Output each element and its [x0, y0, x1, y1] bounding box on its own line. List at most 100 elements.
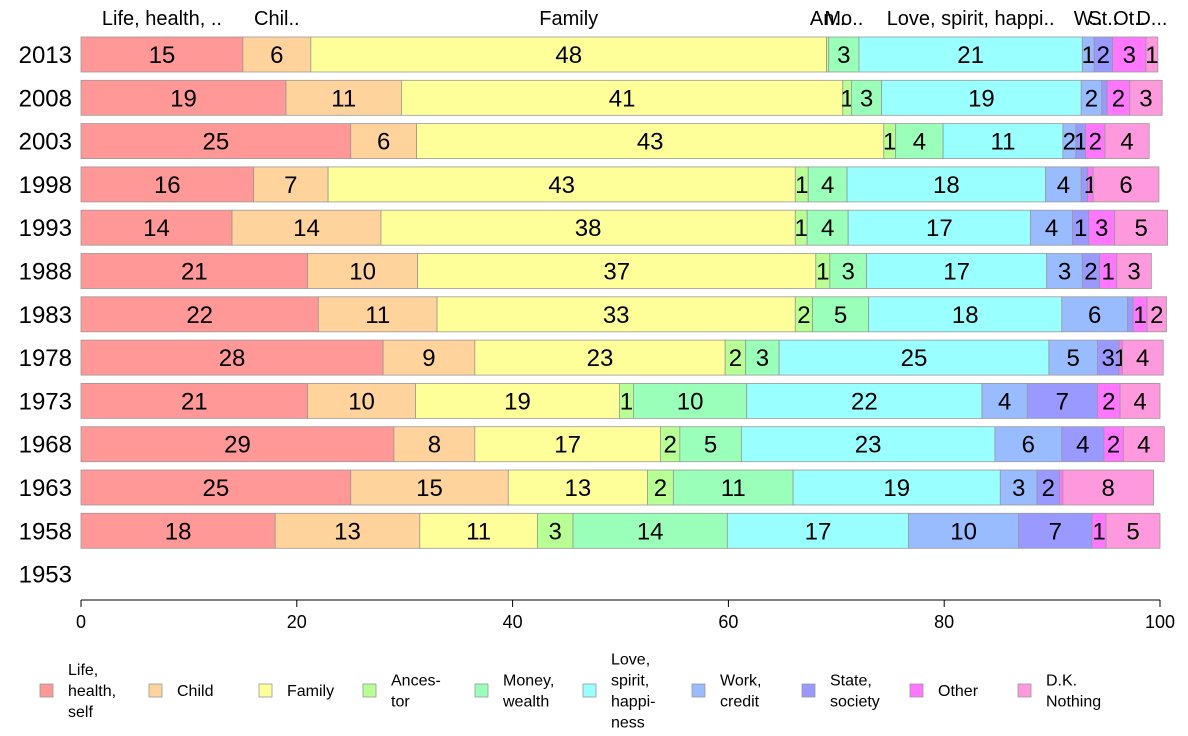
category-top-label: Love, spirit, happi.. — [887, 8, 1055, 30]
legend-label: wealth — [502, 694, 549, 711]
bar-segment — [350, 123, 417, 159]
x-tick-label: 20 — [287, 612, 307, 632]
category-top-label: An.. — [810, 8, 846, 30]
data-label: 7 — [1056, 388, 1069, 415]
bar-segment — [307, 253, 419, 289]
data-label: 28 — [219, 345, 246, 372]
bar-segment — [1101, 79, 1108, 116]
data-label: 5 — [1126, 518, 1139, 545]
data-label: 19 — [170, 85, 197, 112]
bar-segment — [1114, 209, 1168, 246]
data-label: 3 — [1139, 85, 1152, 112]
data-label: 3 — [756, 345, 769, 372]
data-label: 17 — [943, 259, 970, 286]
data-label: 13 — [334, 518, 361, 545]
bar-segment — [1145, 36, 1159, 73]
bar-segment — [415, 382, 620, 419]
legend-swatch — [691, 683, 706, 698]
data-label: 2 — [1063, 129, 1076, 156]
data-label: 10 — [348, 388, 375, 415]
data-label: 3 — [1127, 259, 1140, 286]
category-top-label: Family — [539, 8, 598, 30]
bar-segment — [740, 426, 996, 463]
bar-segment — [1026, 382, 1098, 419]
bar-segment — [745, 339, 780, 376]
x-tick-label: 40 — [503, 612, 523, 632]
data-label: 41 — [609, 85, 636, 112]
data-label: 15 — [416, 475, 443, 502]
year-label: 2008 — [19, 85, 72, 112]
category-top-label: Chil.. — [254, 8, 300, 30]
data-label: 1 — [840, 85, 853, 112]
data-label: 3 — [549, 518, 562, 545]
data-label: 2 — [1107, 432, 1120, 459]
legend-label: Family — [287, 683, 334, 700]
bar-segment — [1062, 469, 1154, 506]
bar-segment — [80, 339, 384, 376]
x-tick-label: 0 — [76, 612, 86, 632]
bar-segment — [1048, 339, 1098, 376]
data-label: 18 — [165, 518, 192, 545]
bar-segment — [80, 382, 308, 419]
bar-segment — [1030, 209, 1074, 246]
bar-segment — [807, 166, 848, 203]
data-label: 3 — [1102, 345, 1115, 372]
bar-segment — [242, 36, 312, 73]
bar-segment — [80, 79, 287, 116]
data-label: 11 — [721, 475, 746, 502]
bar-segment — [317, 296, 438, 333]
bar-segment — [310, 36, 827, 73]
bar-segment — [507, 469, 648, 506]
year-label: 1953 — [19, 562, 72, 589]
bar-segment — [1046, 253, 1083, 289]
data-label: 2 — [1084, 259, 1097, 286]
bar-segment — [417, 253, 817, 289]
data-label: 22 — [851, 388, 878, 415]
data-label: 10 — [349, 259, 376, 286]
bar-segment — [812, 296, 870, 333]
data-label: 1 — [883, 129, 896, 156]
bar-segment — [999, 469, 1038, 506]
data-label: 4 — [1057, 172, 1070, 199]
bar-segment — [994, 426, 1063, 463]
bar-segment — [80, 209, 233, 246]
data-label: 23 — [587, 345, 614, 372]
data-label: 5 — [1066, 345, 1079, 372]
bar-segment — [1116, 253, 1152, 289]
bar-segment — [80, 512, 276, 549]
legend-swatch — [801, 683, 816, 698]
bar-segment — [1088, 209, 1116, 246]
legend-label: Ances- — [391, 673, 441, 690]
data-label: 21 — [181, 388, 208, 415]
data-label: 2 — [1089, 129, 1102, 156]
bar-segment — [1112, 36, 1147, 73]
data-label: 19 — [504, 388, 531, 415]
bar-segment — [847, 209, 1031, 246]
legend-label: Life, — [68, 662, 98, 679]
data-label: 4 — [1133, 388, 1146, 415]
data-label: 2 — [654, 475, 667, 502]
bar-segment — [679, 426, 742, 463]
bar-segment — [1092, 166, 1160, 203]
data-label: 13 — [565, 475, 592, 502]
bar-segment — [1105, 512, 1161, 549]
data-label: 6 — [1088, 302, 1101, 329]
x-tick-label: 60 — [718, 612, 738, 632]
data-label: 11 — [331, 85, 356, 112]
legend-swatch — [148, 683, 163, 698]
bar-segment — [866, 253, 1048, 289]
data-label: 3 — [837, 42, 850, 69]
legend-swatch — [258, 683, 273, 698]
data-label: 18 — [933, 172, 960, 199]
data-label: 3 — [1012, 475, 1025, 502]
data-label: 14 — [637, 518, 664, 545]
legend-swatch — [582, 683, 597, 698]
bar-segment — [981, 382, 1028, 419]
data-label: 1 — [1082, 42, 1095, 69]
data-label: 3 — [1123, 42, 1136, 69]
bar-segment — [746, 382, 983, 419]
data-label: 9 — [422, 345, 435, 372]
data-label: 6 — [1022, 432, 1035, 459]
year-label: 1993 — [19, 215, 72, 242]
